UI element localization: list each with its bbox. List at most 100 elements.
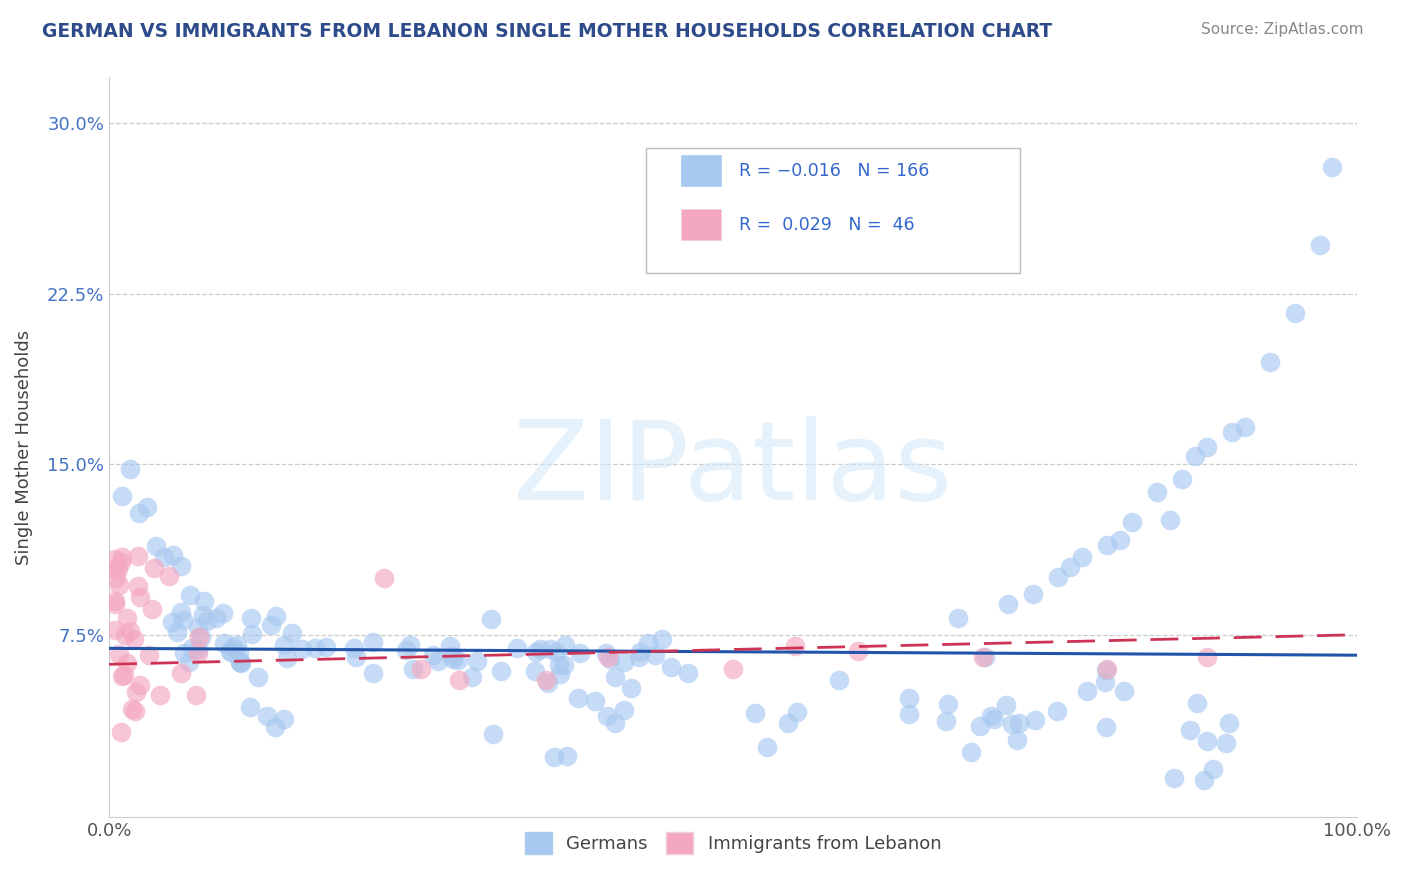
Point — [440, 649, 463, 664]
Point — [170, 665, 193, 680]
Point — [120, 624, 142, 639]
Point — [583, 694, 606, 708]
Point — [112, 667, 135, 681]
Point — [523, 664, 546, 678]
Point — [1233, 420, 1256, 434]
Point — [526, 645, 548, 659]
Point — [619, 681, 641, 696]
Point — [550, 667, 572, 681]
Point — [409, 662, 432, 676]
Point — [187, 641, 209, 656]
Point — [219, 645, 242, 659]
Bar — [681, 209, 721, 240]
Point — [129, 591, 152, 605]
Point — [846, 643, 869, 657]
Point — [136, 500, 159, 514]
Point — [447, 673, 470, 688]
Point — [997, 597, 1019, 611]
Point — [127, 579, 149, 593]
Point — [1220, 425, 1243, 440]
Point — [828, 673, 851, 687]
Point — [172, 613, 194, 627]
Point — [960, 745, 983, 759]
Point — [226, 638, 249, 652]
Point — [983, 712, 1005, 726]
Point — [120, 461, 142, 475]
Point — [228, 646, 250, 660]
Point — [676, 665, 699, 680]
Point — [361, 634, 384, 648]
Text: R =  0.029   N =  46: R = 0.029 N = 46 — [740, 216, 915, 234]
Point — [1185, 696, 1208, 710]
Point — [260, 617, 283, 632]
Point — [555, 749, 578, 764]
Point — [489, 664, 512, 678]
Point — [1114, 683, 1136, 698]
Point — [1284, 305, 1306, 319]
Point — [291, 641, 314, 656]
Point — [628, 645, 651, 659]
Point — [1095, 721, 1118, 735]
Point — [239, 699, 262, 714]
Point — [938, 698, 960, 712]
Point — [240, 626, 263, 640]
Point — [1320, 160, 1343, 174]
Point — [439, 639, 461, 653]
Point — [613, 703, 636, 717]
Point — [141, 602, 163, 616]
Point — [204, 611, 226, 625]
Point — [972, 650, 994, 665]
Point — [1001, 717, 1024, 731]
Text: Source: ZipAtlas.com: Source: ZipAtlas.com — [1201, 22, 1364, 37]
Point — [212, 606, 235, 620]
Point — [399, 638, 422, 652]
Legend: Germans, Immigrants from Lebanon: Germans, Immigrants from Lebanon — [516, 823, 950, 863]
Point — [1121, 515, 1143, 529]
Point — [166, 624, 188, 639]
Point — [756, 739, 779, 754]
Point — [110, 555, 132, 569]
Point — [567, 691, 589, 706]
Point — [111, 668, 134, 682]
Point — [187, 620, 209, 634]
Point — [538, 642, 561, 657]
Point — [786, 706, 808, 720]
Point — [157, 569, 180, 583]
Point — [187, 646, 209, 660]
Point — [1097, 662, 1119, 676]
Point — [1094, 675, 1116, 690]
Point — [553, 658, 575, 673]
Point — [124, 704, 146, 718]
Point — [935, 714, 957, 729]
Point — [188, 630, 211, 644]
Point — [974, 650, 997, 665]
Point — [1197, 440, 1219, 454]
Point — [104, 597, 127, 611]
Point — [256, 709, 278, 723]
Point — [659, 659, 682, 673]
Point — [721, 662, 744, 676]
Point — [994, 698, 1017, 712]
Point — [127, 549, 149, 563]
Point — [980, 708, 1002, 723]
Point — [111, 550, 134, 565]
Point — [1178, 723, 1201, 737]
Text: ZIPatlas: ZIPatlas — [513, 416, 953, 523]
Point — [104, 623, 127, 637]
Point — [247, 670, 270, 684]
Point — [193, 594, 215, 608]
Point — [181, 641, 204, 656]
Point — [543, 750, 565, 764]
Text: GERMAN VS IMMIGRANTS FROM LEBANON SINGLE MOTHER HOUSEHOLDS CORRELATION CHART: GERMAN VS IMMIGRANTS FROM LEBANON SINGLE… — [42, 22, 1053, 41]
Point — [554, 638, 576, 652]
Point — [776, 716, 799, 731]
Point — [125, 685, 148, 699]
Point — [1309, 237, 1331, 252]
Point — [1046, 570, 1069, 584]
Point — [304, 641, 326, 656]
Point — [1071, 549, 1094, 564]
Point — [149, 688, 172, 702]
Point — [651, 632, 673, 647]
Point — [162, 615, 184, 629]
Point — [1197, 650, 1219, 665]
